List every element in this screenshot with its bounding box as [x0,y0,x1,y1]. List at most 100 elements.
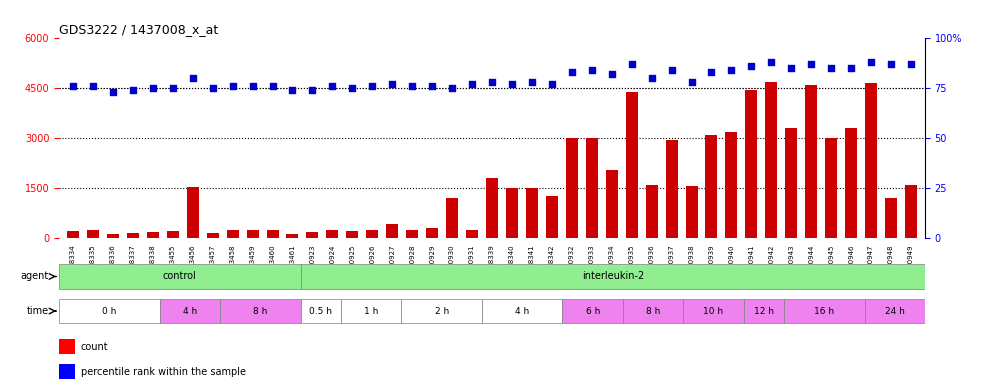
Bar [226,230,238,238]
Bar [166,232,179,238]
Point [444,85,460,91]
Bar [426,228,438,238]
Point [764,59,779,65]
Bar [506,188,518,238]
Text: control: control [163,271,197,281]
Point [663,67,679,73]
Bar [486,178,498,238]
Bar [746,90,758,238]
Bar [785,128,797,238]
Point [824,65,839,71]
Bar [207,233,218,238]
FancyBboxPatch shape [220,299,301,323]
Text: interleukin-2: interleukin-2 [582,271,644,281]
Text: 6 h: 6 h [585,306,600,316]
Text: 1 h: 1 h [364,306,379,316]
Text: 12 h: 12 h [754,306,773,316]
Bar [905,185,917,238]
FancyBboxPatch shape [784,299,865,323]
Point [284,87,300,93]
Bar [805,85,818,238]
Point [524,79,540,85]
Point [105,89,121,95]
FancyBboxPatch shape [59,299,159,323]
Bar [725,132,737,238]
Point [364,83,380,89]
Bar [387,224,399,238]
Point [723,67,739,73]
Text: 2 h: 2 h [435,306,449,316]
Bar [626,92,638,238]
Bar [107,234,119,238]
Point [884,61,899,68]
Bar [147,232,158,238]
Text: 4 h: 4 h [183,306,197,316]
Bar [525,188,538,238]
Text: percentile rank within the sample: percentile rank within the sample [81,366,246,377]
FancyBboxPatch shape [301,264,925,289]
Bar [127,233,139,238]
Text: 4 h: 4 h [515,306,529,316]
FancyBboxPatch shape [865,299,925,323]
Point [424,83,440,89]
FancyBboxPatch shape [623,299,683,323]
Point [85,83,100,89]
Point [744,63,760,70]
Bar [566,138,578,238]
Bar [665,140,678,238]
Bar [366,230,378,238]
Point [644,75,659,81]
Bar [845,128,857,238]
Bar [87,230,99,238]
Point [464,81,480,88]
Bar [306,232,319,238]
FancyBboxPatch shape [744,299,784,323]
Point [404,83,420,89]
FancyBboxPatch shape [159,299,220,323]
Point [305,87,321,93]
Bar [187,187,199,238]
Point [684,79,700,85]
FancyBboxPatch shape [341,299,401,323]
Point [843,65,859,71]
Text: agent: agent [21,271,49,281]
Point [245,83,261,89]
Text: 10 h: 10 h [704,306,723,316]
Bar [286,234,298,238]
Point [385,81,400,88]
Bar [606,170,618,238]
Point [265,83,280,89]
Point [484,79,500,85]
Point [325,83,340,89]
Point [704,69,719,75]
Bar [67,231,79,238]
Point [624,61,640,68]
Point [604,71,620,78]
Bar [466,230,478,238]
Point [584,67,599,73]
Point [903,61,919,68]
Point [145,85,160,91]
Point [165,85,181,91]
Text: 0.5 h: 0.5 h [309,306,333,316]
Text: 0 h: 0 h [102,306,116,316]
Point [564,69,580,75]
Bar [546,197,558,238]
Bar [346,231,358,238]
Bar [247,230,259,238]
FancyBboxPatch shape [301,299,341,323]
Bar [59,339,75,354]
Point [344,85,360,91]
Bar [267,230,278,238]
Point [185,75,201,81]
Bar [585,138,597,238]
Text: time: time [27,306,49,316]
Point [544,81,560,88]
Point [65,83,81,89]
Point [803,61,819,68]
FancyBboxPatch shape [401,299,482,323]
Bar [406,230,418,238]
Text: 16 h: 16 h [814,306,834,316]
Bar [885,198,897,238]
FancyBboxPatch shape [563,299,623,323]
